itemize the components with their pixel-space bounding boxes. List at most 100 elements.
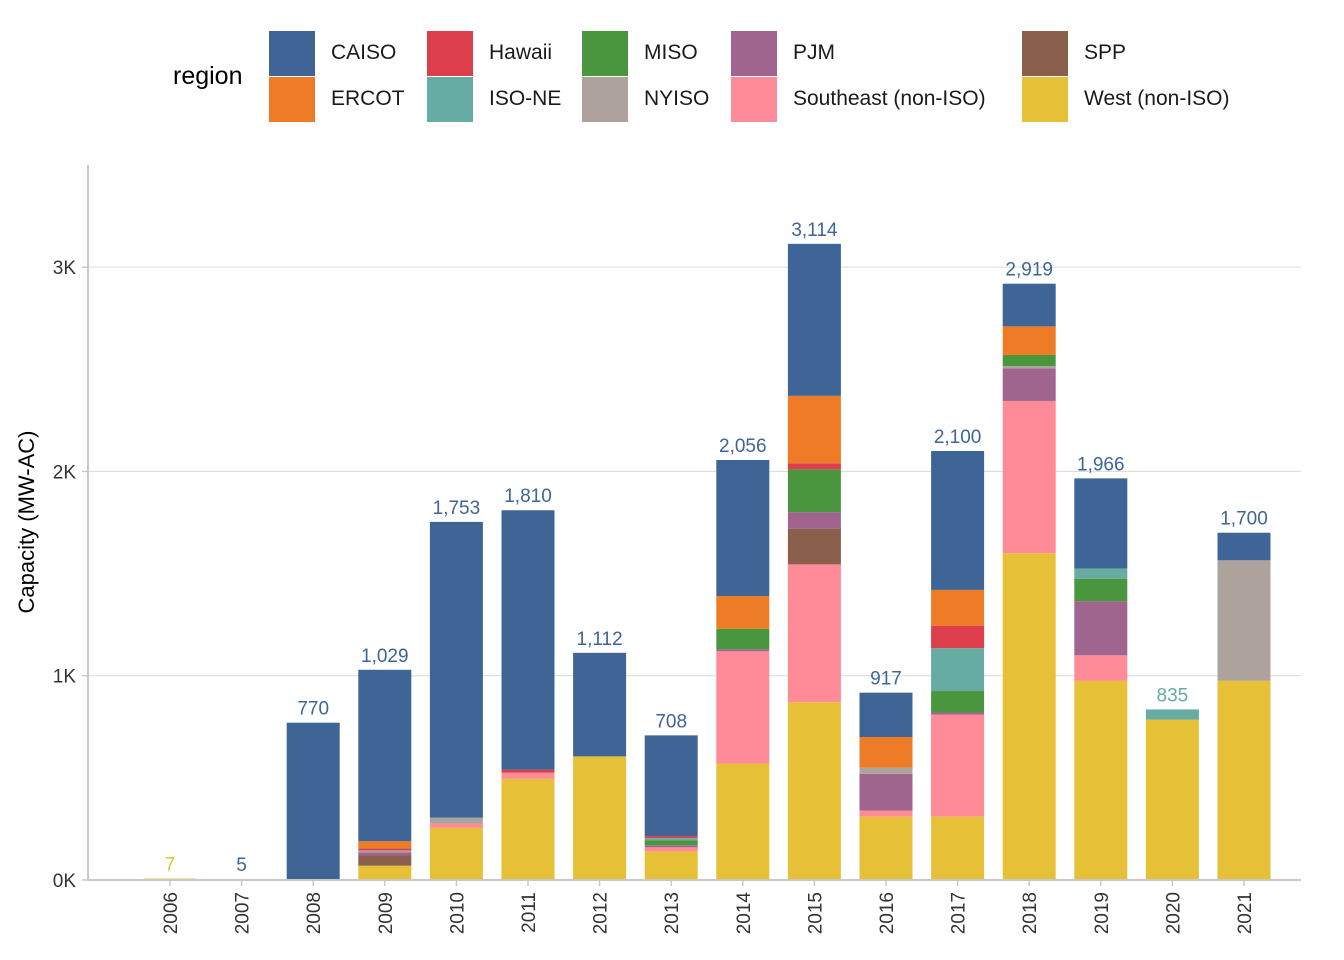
bar-segment	[501, 769, 555, 773]
bar-total-label: 1,700	[1220, 509, 1268, 530]
bar-segment	[1145, 719, 1199, 880]
y-tick-label: 3K	[53, 258, 77, 279]
legend-item: ERCOT	[269, 76, 405, 122]
legend-label: MISO	[644, 41, 698, 64]
x-tick-label: 2009	[376, 892, 397, 934]
legend-swatch	[1022, 30, 1068, 76]
bar-segment	[501, 772, 555, 779]
bar-total-label: 5	[236, 855, 247, 876]
bar-segment	[931, 625, 985, 649]
legend-label: ISO-NE	[489, 87, 562, 110]
bar-segment	[1217, 680, 1271, 880]
bar-segment	[358, 865, 412, 880]
bar-segment	[931, 648, 985, 692]
bar-segment	[644, 840, 698, 846]
bar-segment	[859, 767, 913, 774]
bar-segment	[358, 669, 412, 842]
legend-label: Southeast (non-ISO)	[793, 87, 986, 110]
bar-total-label: 3,114	[791, 220, 838, 241]
bar-segment	[644, 845, 698, 848]
bar-segment	[1002, 326, 1056, 355]
bar-segment	[1074, 568, 1128, 579]
bar-segment	[644, 838, 698, 841]
bar-segment	[429, 817, 483, 824]
x-tick-label: 2017	[949, 892, 970, 934]
bar-segment	[787, 395, 841, 464]
legend-item: CAISO	[269, 30, 396, 76]
bar-segment	[1002, 283, 1056, 327]
bar-segment	[429, 521, 483, 818]
legend-label: PJM	[793, 41, 835, 64]
legend-swatch	[427, 76, 473, 122]
bar-segment	[787, 564, 841, 703]
bar-total-label: 1,112	[577, 629, 623, 650]
bar-segment	[1002, 368, 1056, 401]
bar-segment	[358, 848, 412, 851]
bar-total-label: 1,029	[361, 646, 409, 667]
x-tick-label: 2007	[233, 892, 254, 934]
x-tick-label: 2018	[1020, 892, 1041, 934]
y-tick-label: 0K	[53, 871, 77, 892]
x-tick-label: 2020	[1163, 892, 1184, 934]
legend-item: NYISO	[582, 76, 709, 122]
bar-segment	[787, 528, 841, 565]
bar-segment	[716, 651, 770, 764]
bar-segment	[1074, 478, 1128, 569]
bar-total-label: 1,753	[433, 498, 481, 519]
bar-segment	[358, 841, 412, 849]
bar-total-label: 1,966	[1077, 454, 1125, 475]
legend-label: CAISO	[331, 41, 397, 64]
legend-label: NYISO	[644, 87, 710, 110]
bar-segment	[286, 722, 340, 880]
x-tick-label: 2014	[734, 892, 755, 935]
x-tick-label: 2012	[591, 892, 612, 934]
y-tick-label: 1K	[53, 667, 77, 688]
legend-item: Southeast (non-ISO)	[731, 76, 986, 122]
legend-swatch	[731, 30, 777, 76]
legend-item: ISO-NE	[427, 76, 561, 122]
bar-segment	[716, 649, 770, 652]
legend-item: PJM	[731, 30, 835, 76]
bar-segment	[931, 712, 985, 715]
legend-title: region	[173, 62, 243, 90]
bar-segment	[1002, 400, 1056, 554]
bar-segment	[787, 702, 841, 880]
bar-segment	[787, 512, 841, 529]
bar-total-label: 2,100	[934, 427, 982, 448]
bar-segment	[1002, 366, 1056, 369]
bar-segment	[644, 836, 698, 839]
bar-segment	[1074, 601, 1128, 656]
bar-segment	[787, 463, 841, 470]
y-axis-title: Capacity (MW-AC)	[14, 431, 39, 614]
x-tick-label: 2008	[304, 892, 325, 934]
bar-segment	[358, 850, 412, 853]
bar-segment	[1074, 578, 1128, 602]
bar-segment	[859, 816, 913, 880]
bar-segment	[358, 855, 412, 866]
bar-total-label: 2,919	[1005, 260, 1053, 281]
bar-segment	[358, 852, 412, 856]
bar-segment	[644, 847, 698, 852]
bar-segment	[931, 691, 985, 713]
bar-segment	[573, 756, 627, 880]
bar-segment	[644, 851, 698, 880]
bar-total-label: 917	[870, 669, 902, 690]
bar-segment	[931, 451, 985, 590]
x-tick-label: 2021	[1235, 892, 1256, 934]
bar-segment	[859, 737, 913, 768]
legend-swatch	[582, 76, 628, 122]
legend-swatch	[582, 30, 628, 76]
legend: region CAISO ERCOT Hawaii ISO-NE MISO NYISO PJ…	[0, 0, 1344, 140]
legend-swatch	[269, 76, 315, 122]
x-tick-label: 2011	[519, 892, 540, 933]
legend-swatch	[731, 76, 777, 122]
legend-label: SPP	[1084, 41, 1127, 64]
bar-segment	[429, 823, 483, 828]
bar-segment	[716, 596, 770, 629]
bar-segment	[429, 827, 483, 880]
x-tick-label: 2015	[805, 892, 826, 934]
legend-label: West (non-ISO)	[1084, 87, 1230, 110]
x-tick-label: 2010	[447, 892, 468, 934]
bar-segment	[644, 735, 698, 837]
